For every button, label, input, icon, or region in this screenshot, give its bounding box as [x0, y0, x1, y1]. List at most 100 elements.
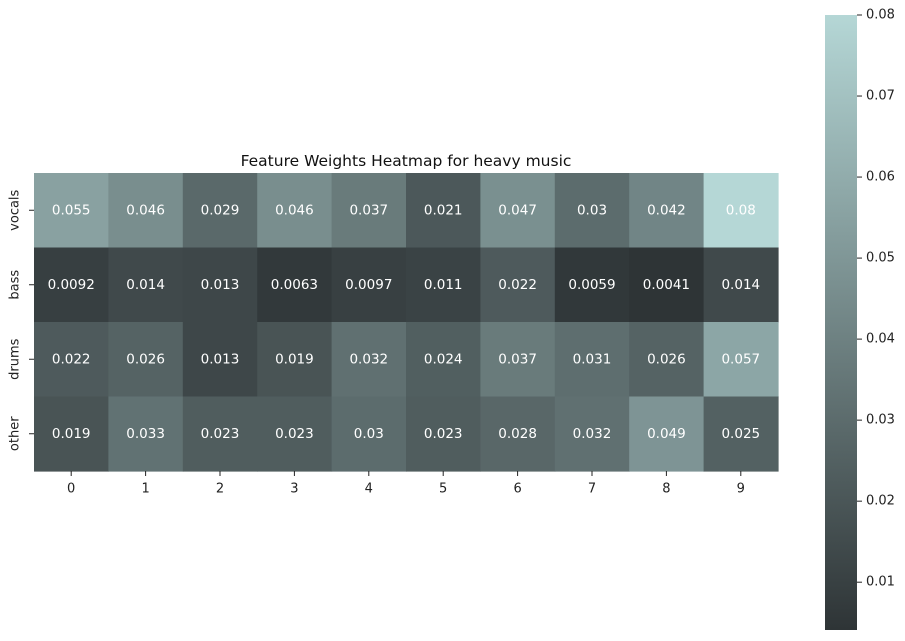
colorbar-tick-label: 0.01	[866, 575, 895, 590]
cell-label: 0.023	[424, 426, 463, 442]
cell-label: 0.046	[275, 202, 314, 218]
heatmap-cell	[331, 173, 407, 249]
cell-label: 0.0092	[48, 277, 95, 293]
cell-label: 0.046	[126, 202, 165, 218]
cell-label: 0.03	[354, 426, 384, 442]
heatmap-cells: 0.055 0.046 0.029 0.046 0.037 0.021 0.047 0.03 0…	[34, 173, 779, 472]
y-tick-label: drums	[8, 338, 23, 379]
heatmap-cell	[703, 247, 779, 323]
cell-label: 0.022	[52, 351, 91, 367]
x-tick-label: 2	[216, 482, 224, 497]
y-tick-label: vocals	[8, 189, 23, 230]
heatmap-cell	[331, 247, 407, 323]
heatmap-cell	[108, 396, 184, 472]
x-tick-label: 8	[662, 482, 670, 497]
cell-label: 0.03	[577, 202, 607, 218]
colorbar-tick-label: 0.03	[866, 413, 895, 428]
heatmap-cell	[480, 173, 556, 249]
cell-label: 0.032	[349, 351, 388, 367]
cell-label: 0.021	[424, 202, 463, 218]
heatmap-cell	[257, 396, 333, 472]
heatmap-cell	[331, 396, 407, 472]
cell-label: 0.023	[275, 426, 314, 442]
x-tick-label: 7	[588, 482, 596, 497]
heatmap-cell	[34, 173, 109, 249]
cell-label: 0.047	[498, 202, 537, 218]
x-tick-label: 4	[365, 482, 373, 497]
y-tick-label: bass	[8, 270, 23, 300]
cell-label: 0.024	[424, 351, 463, 367]
cell-label: 0.019	[275, 351, 314, 367]
cell-label: 0.057	[721, 351, 760, 367]
heatmap-cell	[554, 247, 630, 323]
colorbar-tick-label: 0.07	[866, 89, 895, 104]
colorbar-tick-label: 0.06	[866, 170, 895, 185]
heatmap-cell	[480, 247, 556, 323]
cell-label: 0.031	[573, 351, 612, 367]
colorbar-tick-label: 0.04	[866, 332, 895, 347]
heatmap-cell	[554, 396, 630, 472]
cell-label: 0.08	[726, 202, 756, 218]
heatmap-cell	[629, 247, 705, 323]
heatmap-cell	[108, 322, 184, 398]
colorbar-ticks: 0.01 0.02 0.03 0.04 0.05 0.06 0.07 0.08	[857, 8, 895, 590]
heatmap-cell	[406, 322, 481, 398]
colorbar-tick-label: 0.05	[866, 251, 895, 266]
cell-label: 0.037	[498, 351, 537, 367]
cell-label: 0.022	[498, 277, 537, 293]
heatmap-cell	[182, 396, 258, 472]
x-axis: 0 1 2 3 4 5 6 7 8 9	[67, 471, 745, 497]
heatmap-cell	[554, 173, 630, 249]
heatmap-cell	[703, 173, 779, 249]
cell-label: 0.0097	[345, 277, 392, 293]
cell-label: 0.026	[647, 351, 686, 367]
heatmap-cell	[257, 173, 333, 249]
cell-label: 0.014	[126, 277, 165, 293]
heatmap-cell	[480, 396, 556, 472]
heatmap-cell	[257, 322, 333, 398]
heatmap-cell	[108, 247, 184, 323]
heatmap-cell	[406, 396, 481, 472]
colorbar-tick-label: 0.02	[866, 494, 895, 509]
colorbar	[825, 15, 857, 630]
y-axis: vocals bass drums other	[8, 189, 34, 451]
cell-label: 0.0063	[271, 277, 318, 293]
cell-label: 0.014	[721, 277, 760, 293]
cell-label: 0.042	[647, 202, 686, 218]
cell-label: 0.011	[424, 277, 463, 293]
cell-label: 0.0041	[643, 277, 690, 293]
heatmap-cell	[257, 247, 333, 323]
cell-label: 0.055	[52, 202, 91, 218]
heatmap-cell	[34, 396, 109, 472]
cell-label: 0.032	[573, 426, 612, 442]
x-tick-label: 6	[513, 482, 521, 497]
x-tick-label: 5	[439, 482, 447, 497]
cell-label: 0.028	[498, 426, 537, 442]
heatmap-cell	[629, 396, 705, 472]
cell-label: 0.0059	[568, 277, 615, 293]
cell-label: 0.026	[126, 351, 165, 367]
heatmap-cell	[182, 173, 258, 249]
heatmap-cell	[629, 173, 705, 249]
cell-label: 0.013	[201, 277, 240, 293]
cell-label: 0.033	[126, 426, 165, 442]
x-tick-label: 9	[737, 482, 745, 497]
heatmap-cell	[108, 173, 184, 249]
x-tick-label: 1	[141, 482, 149, 497]
heatmap-cell	[480, 322, 556, 398]
cell-label: 0.025	[721, 426, 760, 442]
heatmap-cell	[182, 322, 258, 398]
chart-title: Feature Weights Heatmap for heavy music	[241, 152, 572, 170]
heatmap-cell	[703, 322, 779, 398]
cell-label: 0.019	[52, 426, 91, 442]
x-tick-label: 3	[290, 482, 298, 497]
heatmap-cell	[331, 322, 407, 398]
colorbar-tick-label: 0.08	[866, 8, 895, 23]
cell-label: 0.023	[201, 426, 240, 442]
heatmap-cell	[34, 322, 109, 398]
heatmap-cell	[406, 173, 481, 249]
cell-label: 0.049	[647, 426, 686, 442]
cell-label: 0.029	[201, 202, 240, 218]
heatmap-cell	[182, 247, 258, 323]
